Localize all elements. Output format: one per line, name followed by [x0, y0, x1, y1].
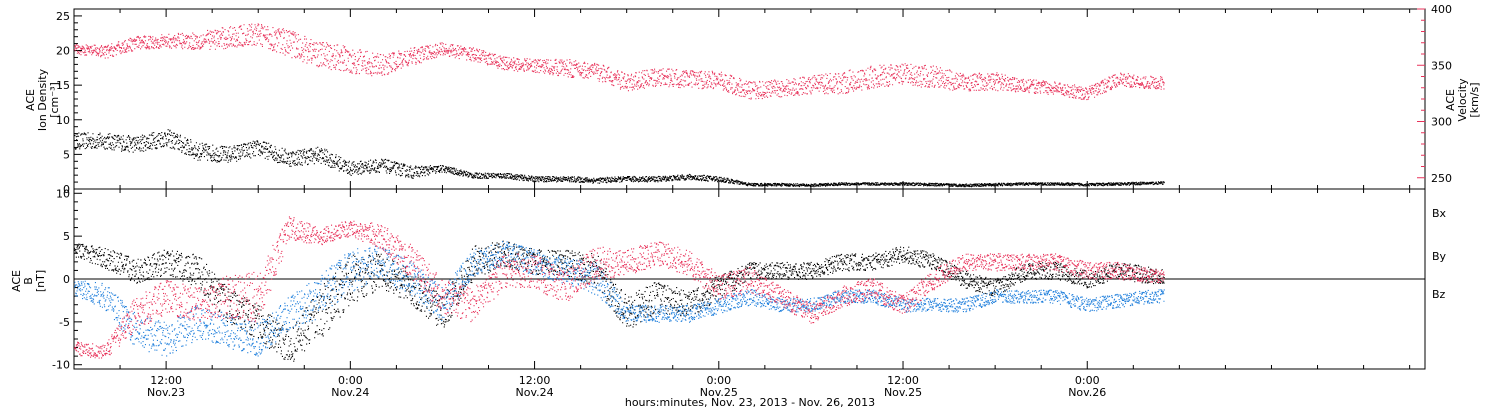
velocity-tick-label-0: 400: [1431, 3, 1452, 16]
field-axis-ticks: 10 5 0 -5 -10: [52, 187, 82, 372]
top-series-1-points: [74, 23, 1165, 101]
density-tick-label-2: 15: [56, 79, 70, 92]
field-tick-label-4: -10: [52, 359, 70, 372]
velocity-tick-label-3: 250: [1431, 172, 1452, 185]
field-tick-label-0: 10: [56, 187, 70, 200]
field-tick-label-2: 0: [63, 273, 70, 286]
top-series-points: [74, 23, 1165, 188]
time-tick-label-5: 0:00: [1075, 374, 1100, 387]
density-tick-label-0: 25: [56, 10, 70, 23]
field-axis-label-line1: ACE: [10, 270, 23, 292]
field-axis-label-line3: [nT]: [34, 270, 47, 292]
velocity-axis-ticks: 400 350 300 250: [1417, 3, 1452, 185]
field-series-bz: [74, 216, 1165, 359]
field-series-by-points: [74, 241, 1165, 357]
date-tick-label-3: Nov.25: [700, 386, 738, 399]
field-series-by: [74, 241, 1165, 357]
velocity-axis-label-line1: ACE: [1444, 89, 1457, 111]
legend-item-by: By: [1432, 250, 1447, 263]
field-axis-label-line2: B: [22, 277, 35, 285]
velocity-axis-label-line3: [km/s]: [1468, 82, 1481, 117]
density-tick-label-4: 5: [63, 148, 70, 161]
velocity-tick-label-1: 350: [1431, 59, 1452, 72]
density-axis-label-line1: ACE: [24, 89, 37, 111]
time-tick-label-2: 12:00: [519, 374, 551, 387]
time-tick-label-0: 12:00: [150, 374, 182, 387]
date-tick-label-5: Nov.26: [1068, 386, 1106, 399]
density-axis-label-line2: Ion Density: [36, 68, 49, 131]
density-tick-label-1: 20: [56, 45, 70, 58]
top-series-0-points: [74, 129, 1165, 188]
time-axis: 12:00Nov.230:00Nov.2412:00Nov.240:00Nov.…: [73, 9, 1411, 399]
field-tick-label-1: 5: [63, 230, 70, 243]
velocity-axis-label-line2: Velocity: [1456, 78, 1469, 122]
time-tick-label-1: 0:00: [338, 374, 363, 387]
field-series-bx-points: [74, 240, 1165, 362]
field-tick-label-3: -5: [59, 316, 70, 329]
top-series-0: [74, 129, 1165, 188]
density-tick-label-3: 10: [56, 114, 70, 127]
time-tick-label-3: 0:00: [706, 374, 731, 387]
field-series-bx: [74, 240, 1165, 362]
time-tick-label-4: 12:00: [887, 374, 919, 387]
bottom-panel-magnetic-field: 10 5 0 -5 -10 ACE B [nT] Bx By Bz: [10, 187, 1447, 371]
density-axis-label-line3: [cm⁻³]: [48, 82, 61, 118]
time-axis-label: hours:minutes, Nov. 23, 2013 - Nov. 26, …: [625, 396, 875, 409]
date-tick-label-2: Nov.24: [516, 386, 554, 399]
legend-item-bx: Bx: [1432, 207, 1447, 220]
field-legend: Bx By Bz: [1432, 207, 1447, 301]
top-series-1: [74, 23, 1165, 101]
legend-item-bz: Bz: [1432, 288, 1446, 301]
date-tick-label-0: Nov.23: [147, 386, 185, 399]
velocity-tick-label-2: 300: [1431, 116, 1452, 129]
date-tick-label-4: Nov.25: [884, 386, 922, 399]
date-tick-label-1: Nov.24: [331, 386, 369, 399]
density-tick-label-5: 0: [63, 183, 70, 196]
bottom-series-points: [74, 216, 1165, 362]
field-series-bz-points: [74, 216, 1165, 359]
